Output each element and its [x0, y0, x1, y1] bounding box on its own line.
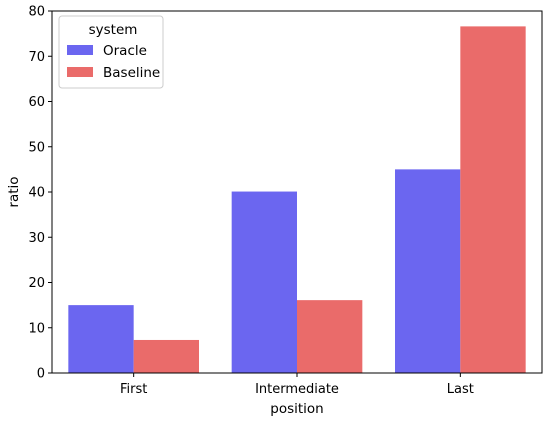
bar-baseline-first	[133, 339, 199, 373]
plot-frame	[51, 10, 543, 374]
y-tick-label: 20	[28, 276, 45, 291]
x-tick-label: Last	[447, 382, 474, 397]
y-tick-label: 30	[28, 231, 45, 246]
bar-baseline-last	[460, 26, 526, 373]
legend-label-oracle: Oracle	[103, 43, 147, 59]
x-axis-label: position	[270, 401, 323, 417]
y-axis-label: ratio	[6, 176, 22, 207]
bar-oracle-intermediate	[231, 191, 297, 373]
y-tick-label: 70	[28, 50, 45, 65]
bar-baseline-intermediate	[297, 300, 363, 373]
legend-title: system	[89, 22, 138, 38]
y-tick-label: 60	[28, 95, 45, 110]
y-tick-label: 10	[28, 321, 45, 336]
bars-group	[68, 26, 526, 373]
legend-swatch-oracle	[67, 45, 93, 55]
bar-oracle-last	[395, 169, 461, 373]
legend-swatch-baseline	[67, 67, 93, 77]
y-tick-label: 40	[28, 186, 45, 201]
x-tick-label: Intermediate	[255, 382, 339, 397]
y-tick-label: 0	[37, 367, 45, 382]
legend: system Oracle Baseline	[58, 15, 164, 89]
y-tick-label: 80	[28, 5, 45, 20]
bar-oracle-first	[68, 305, 134, 373]
legend-label-baseline: Baseline	[103, 65, 160, 81]
y-axis: 0 10 20 30 40 50 60 70 80	[28, 5, 52, 382]
x-tick-label: First	[120, 382, 147, 397]
y-tick-label: 50	[28, 140, 45, 155]
x-axis: First Intermediate Last	[120, 373, 474, 397]
